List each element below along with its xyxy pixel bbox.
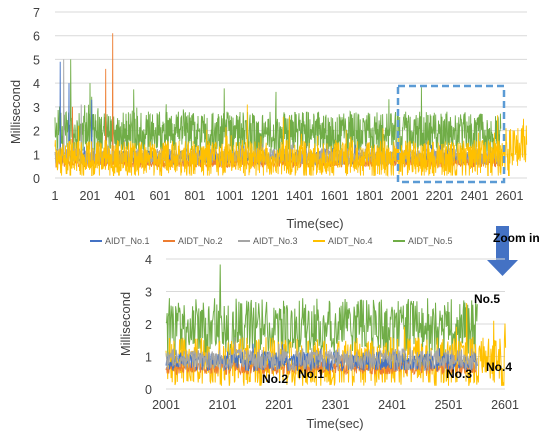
zoom-x-tick-label: 2001 [152, 398, 180, 412]
main-y-tick-label: 7 [33, 6, 40, 20]
main-x-tick-label: 1401 [286, 189, 314, 203]
annotation-no3: No.3 [446, 367, 472, 381]
main-x-tick-label: 201 [80, 189, 101, 203]
zoom-y-tick-label: 4 [145, 253, 152, 267]
annotation-no5: No.5 [474, 292, 500, 306]
main-x-tick-label: 801 [184, 189, 205, 203]
legend-label: AIDT_No.3 [253, 236, 298, 246]
main-series-line-4 [54, 104, 528, 178]
legend-label: AIDT_No.5 [408, 236, 453, 246]
main-x-axis-title: Time(sec) [286, 216, 343, 231]
main-y-ticks: 0 1 2 3 4 5 6 7 [33, 6, 40, 186]
main-y-tick-label: 1 [33, 148, 40, 162]
main-x-tick-label: 1201 [251, 189, 279, 203]
zoom-x-tick-label: 2101 [209, 398, 237, 412]
zoom-x-tick-label: 2601 [491, 398, 519, 412]
legend-label: AIDT_No.4 [328, 236, 373, 246]
zoom-y-tick-label: 3 [145, 286, 152, 300]
zoom-x-tick-label: 2501 [435, 398, 463, 412]
main-y-tick-label: 2 [33, 125, 40, 139]
annotation-no1: No.1 [298, 367, 324, 381]
zoom-y-tick-label: 1 [145, 351, 152, 365]
legend: AIDT_No.1 AIDT_No.2 AIDT_No.3 AIDT_No.4 AIDT… [90, 236, 453, 246]
main-x-tick-label: 2401 [461, 189, 489, 203]
legend-label: AIDT_No.2 [178, 236, 223, 246]
main-x-tick-label: 1 [52, 189, 59, 203]
zoom-y-tick-label: 0 [145, 383, 152, 397]
zoom-y-ticks: 0 1 2 3 4 [145, 253, 152, 397]
main-y-tick-label: 5 [33, 53, 40, 67]
zoom-x-tick-label: 2401 [378, 398, 406, 412]
zoom-in-label: Zoom in [493, 231, 540, 245]
main-x-tick-label: 2201 [426, 189, 454, 203]
main-y-axis-title: Millisecond [8, 80, 23, 144]
main-x-tick-label: 2001 [391, 189, 419, 203]
annotation-no4: No.4 [486, 360, 512, 374]
main-series-group [54, 33, 528, 178]
zoom-x-axis-title: Time(sec) [306, 416, 363, 431]
main-series-line-5 [54, 59, 502, 155]
zoom-x-tick-label: 2301 [322, 398, 350, 412]
zoom-series-group [165, 264, 507, 386]
main-y-tick-label: 3 [33, 101, 40, 115]
main-x-tick-label: 1601 [321, 189, 349, 203]
zoom-x-ticks: 2001 2101 2201 2301 2401 2501 2601 [152, 398, 519, 412]
zoom-y-axis-title: Millisecond [118, 292, 133, 356]
main-y-tick-label: 4 [33, 77, 40, 91]
main-x-ticks: 1 201 401 601 801 1001 1201 1401 1601 1801 2001 220… [52, 189, 524, 203]
annotation-no2: No.2 [262, 372, 288, 386]
legend-label: AIDT_No.1 [105, 236, 150, 246]
main-x-tick-label: 601 [149, 189, 170, 203]
zoom-y-tick-label: 2 [145, 318, 152, 332]
main-x-tick-label: 1001 [216, 189, 244, 203]
main-x-tick-label: 401 [114, 189, 135, 203]
zoom-x-tick-label: 2201 [265, 398, 293, 412]
main-x-tick-label: 1801 [356, 189, 384, 203]
zoom-arrow [487, 226, 518, 276]
main-y-tick-label: 6 [33, 30, 40, 44]
main-y-tick-label: 0 [33, 172, 40, 186]
main-x-tick-label: 2601 [496, 189, 524, 203]
zoom-region-box [396, 84, 506, 184]
zoom-series-line-5 [165, 264, 478, 359]
zoom-series-line-3 [165, 337, 478, 373]
